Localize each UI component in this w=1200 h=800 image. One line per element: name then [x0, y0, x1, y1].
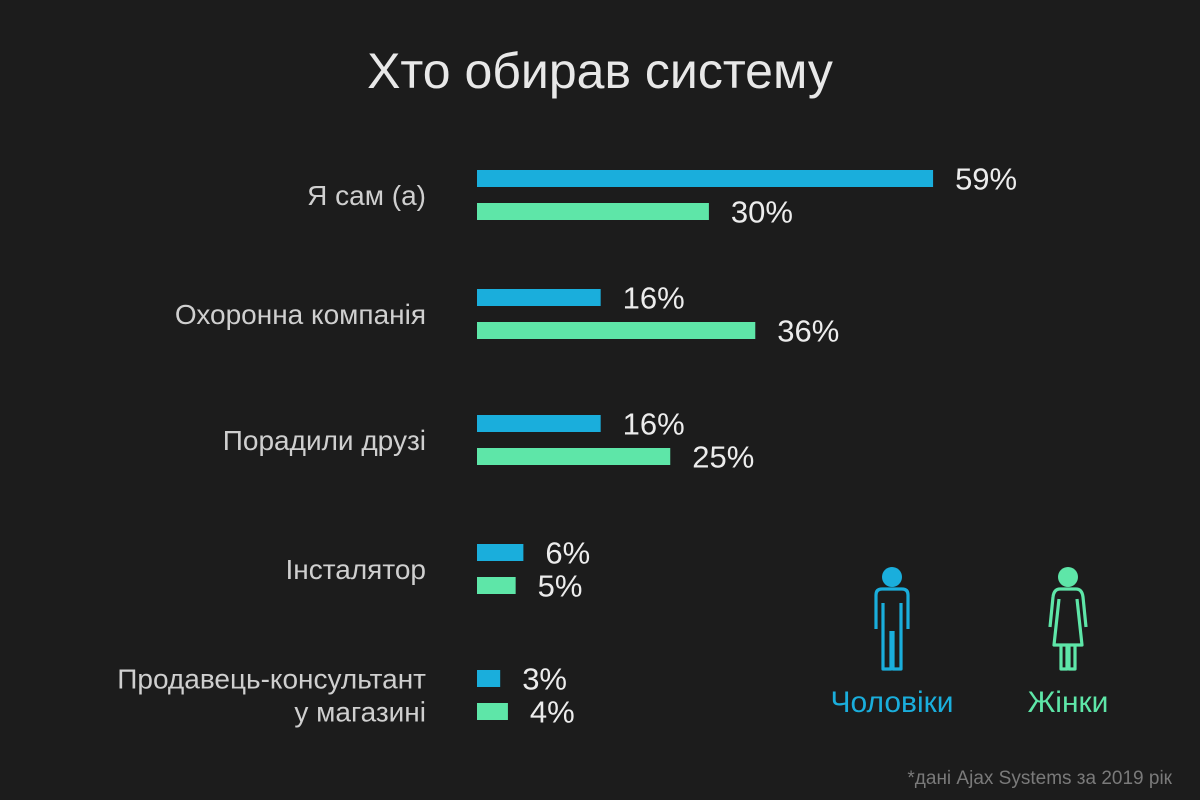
data-label: 36% [777, 314, 839, 349]
data-label: 16% [623, 281, 685, 316]
legend-women-label: Жінки [1027, 686, 1109, 719]
women-bar [477, 703, 508, 720]
women-bar [477, 577, 516, 594]
chart-title: Хто обирав систему [367, 43, 833, 99]
women-bar [477, 203, 709, 220]
category-label: Інсталятор [286, 554, 426, 585]
legend-women: Жінки [998, 565, 1138, 720]
men-bar [477, 670, 501, 687]
men-bar [477, 544, 524, 561]
data-label: 5% [538, 569, 583, 604]
category-label: у магазині [294, 697, 426, 728]
data-label: 25% [692, 440, 754, 475]
men-bar [477, 170, 934, 187]
woman-icon [1048, 567, 1088, 671]
data-label: 16% [623, 407, 685, 442]
men-bar [477, 415, 601, 432]
man-icon [874, 567, 910, 671]
data-label: 30% [731, 195, 793, 230]
men-bar [477, 289, 601, 306]
legend-men: Чоловіки [812, 565, 972, 720]
category-label: Порадили друзі [223, 425, 426, 456]
women-bar [477, 448, 671, 465]
women-bar [477, 322, 756, 339]
data-label: 59% [955, 162, 1017, 197]
legend-men-label: Чоловіки [830, 686, 954, 719]
data-label: 3% [522, 662, 567, 697]
source-footnote: *дані Ajax Systems за 2019 рік [907, 768, 1172, 789]
data-label: 4% [530, 695, 575, 730]
data-label: 6% [545, 536, 590, 571]
category-label: Я сам (а) [307, 180, 426, 211]
category-label: Охоронна компанія [175, 299, 426, 330]
category-label: Продавець-консультант [117, 664, 426, 695]
